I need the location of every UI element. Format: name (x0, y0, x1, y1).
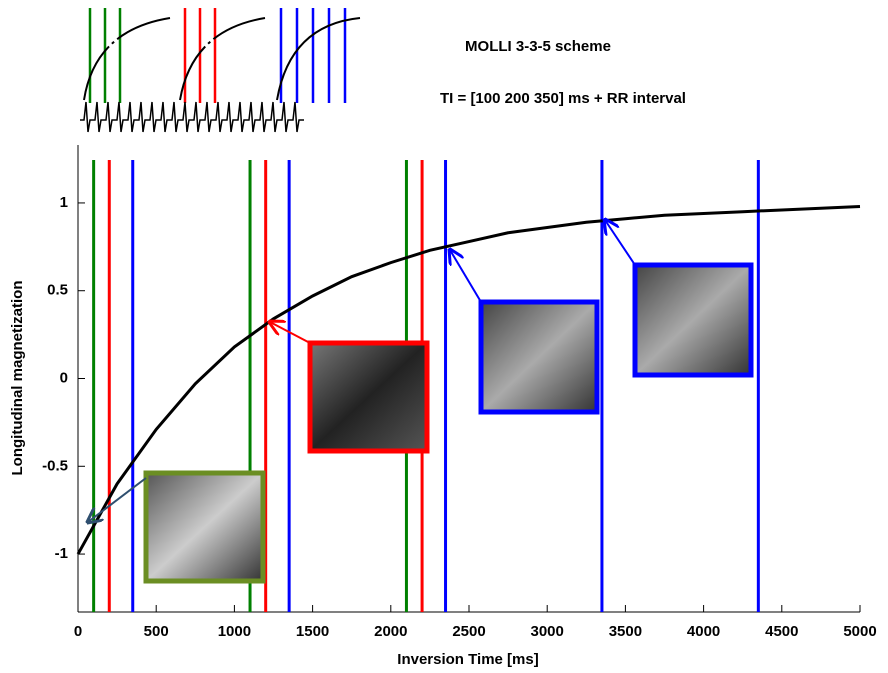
x-tick-label: 4000 (687, 623, 720, 640)
x-tick-label: 1500 (296, 623, 329, 640)
chart-subtitle: TI = [100 200 350] ms + RR interval (440, 90, 686, 107)
x-tick-label: 2500 (452, 623, 485, 640)
x-axis-label: Inversion Time [ms] (397, 651, 538, 668)
x-tick-label: 5000 (843, 623, 876, 640)
y-tick-label: -1 (55, 545, 68, 562)
y-tick-label: 0.5 (47, 282, 68, 299)
y-tick-label: 1 (60, 194, 68, 211)
x-tick-label: 2000 (374, 623, 407, 640)
mri-insets (88, 220, 754, 584)
x-tick-label: 500 (144, 623, 169, 640)
x-tick-label: 4500 (765, 623, 798, 640)
y-tick-label: 0 (60, 369, 68, 386)
x-tick-label: 0 (74, 623, 82, 640)
y-tick-label: -0.5 (42, 457, 68, 474)
scheme-inset (80, 8, 361, 133)
magnetization-curve (76, 204, 861, 555)
y-axis-label: Longitudinal magnetization (9, 281, 26, 476)
x-tick-label: 1000 (218, 623, 251, 640)
chart-title: MOLLI 3-3-5 scheme (465, 38, 611, 55)
x-tick-label: 3500 (609, 623, 642, 640)
x-tick-label: 3000 (531, 623, 564, 640)
